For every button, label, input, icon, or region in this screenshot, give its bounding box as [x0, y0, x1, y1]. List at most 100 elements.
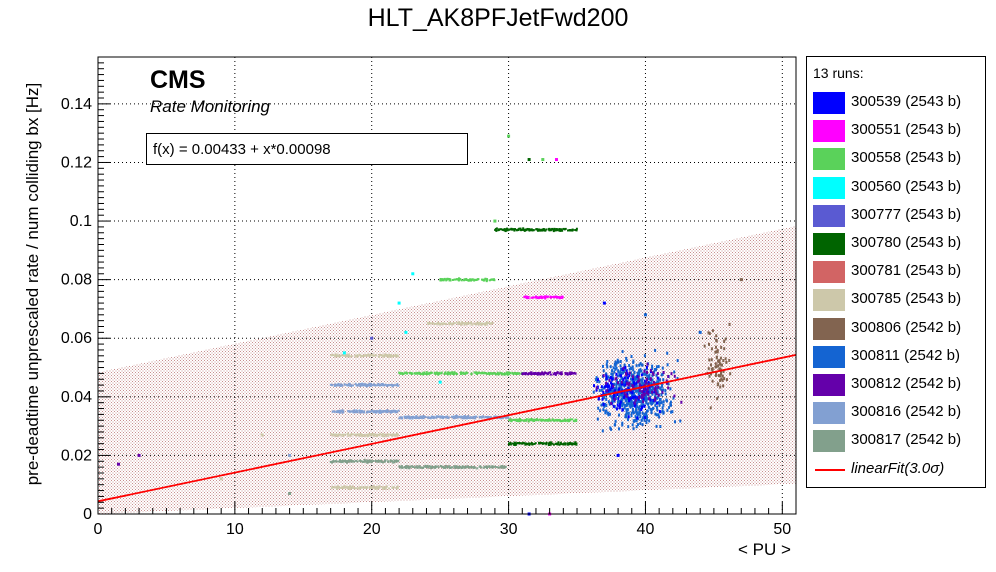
data-point	[500, 417, 503, 420]
data-point	[510, 420, 513, 423]
y-tick-label: 0	[83, 506, 92, 523]
data-point	[641, 423, 644, 427]
data-point	[543, 296, 546, 299]
data-point	[618, 387, 621, 391]
data-point	[464, 466, 467, 469]
data-point	[463, 279, 466, 282]
data-point	[339, 486, 342, 489]
data-point	[642, 414, 645, 418]
data-point	[661, 384, 664, 388]
legend: 13 runs: 300539 (2543 b) 300551 (2543 b) 3…	[806, 56, 986, 488]
data-point	[636, 401, 639, 405]
data-point	[384, 434, 387, 437]
data-point	[361, 434, 364, 437]
data-point	[435, 416, 438, 419]
legend-swatch	[813, 233, 845, 255]
data-point	[405, 466, 408, 469]
data-point	[439, 277, 442, 280]
data-point	[649, 368, 652, 372]
data-point	[642, 372, 645, 376]
data-point	[507, 134, 511, 138]
data-point	[372, 354, 375, 357]
data-point	[545, 418, 548, 421]
data-point	[648, 419, 651, 423]
data-point	[368, 355, 371, 358]
data-point	[595, 386, 598, 390]
data-point	[509, 442, 512, 445]
data-point	[650, 402, 653, 406]
data-point	[728, 322, 731, 326]
data-point	[719, 379, 722, 383]
data-point	[370, 433, 373, 436]
data-point	[355, 409, 358, 412]
data-point	[624, 383, 627, 387]
data-point	[386, 384, 389, 387]
data-point	[655, 424, 658, 428]
data-point	[620, 402, 623, 406]
data-point	[626, 376, 629, 380]
data-point	[624, 398, 627, 402]
data-point	[644, 411, 647, 415]
data-point	[651, 364, 654, 368]
data-point	[646, 383, 649, 387]
data-point	[476, 322, 479, 325]
data-point	[642, 403, 645, 407]
data-point	[567, 420, 570, 423]
data-point	[392, 485, 395, 488]
data-point	[488, 465, 491, 468]
data-point	[703, 344, 706, 348]
data-point	[389, 411, 392, 414]
data-point	[561, 443, 564, 446]
data-point	[358, 409, 361, 412]
data-point	[481, 322, 484, 325]
data-point	[412, 465, 415, 468]
data-point	[548, 419, 551, 422]
data-point	[645, 401, 648, 405]
data-point	[639, 400, 642, 404]
data-point	[335, 353, 338, 356]
data-point	[365, 411, 368, 414]
data-point	[387, 354, 390, 357]
data-point	[638, 405, 641, 409]
data-point	[356, 434, 359, 437]
fit-band	[98, 226, 796, 514]
data-point	[347, 434, 350, 437]
data-point	[445, 279, 448, 282]
data-point	[638, 383, 641, 387]
data-point	[657, 385, 660, 389]
data-point	[403, 466, 406, 469]
data-point	[379, 411, 382, 414]
legend-label: 300806 (2542 b)	[851, 318, 962, 336]
data-point	[333, 433, 336, 436]
data-point	[358, 459, 361, 462]
legend-swatch	[813, 92, 845, 114]
data-point	[360, 410, 363, 413]
data-point	[650, 381, 653, 385]
data-point	[603, 404, 606, 408]
data-point	[331, 485, 334, 488]
data-point	[653, 398, 656, 402]
data-point	[609, 387, 612, 391]
data-point	[635, 364, 638, 368]
x-tick-label: 40	[637, 521, 655, 538]
data-point	[524, 228, 527, 231]
data-point	[478, 415, 481, 418]
data-point	[596, 378, 599, 382]
x-tick-label: 50	[773, 521, 791, 538]
data-point	[391, 385, 394, 388]
legend-label: 300539 (2543 b)	[851, 93, 962, 110]
data-point	[621, 423, 624, 427]
data-point	[338, 459, 341, 462]
data-point	[668, 406, 671, 410]
data-point	[507, 228, 510, 231]
data-point	[617, 413, 620, 417]
data-point	[494, 228, 497, 231]
data-point	[415, 415, 418, 418]
data-point	[460, 323, 463, 326]
data-point	[499, 228, 502, 231]
data-point	[455, 373, 458, 376]
data-point	[382, 410, 385, 413]
data-point	[511, 371, 514, 374]
data-point	[649, 377, 652, 381]
data-point	[673, 394, 676, 398]
